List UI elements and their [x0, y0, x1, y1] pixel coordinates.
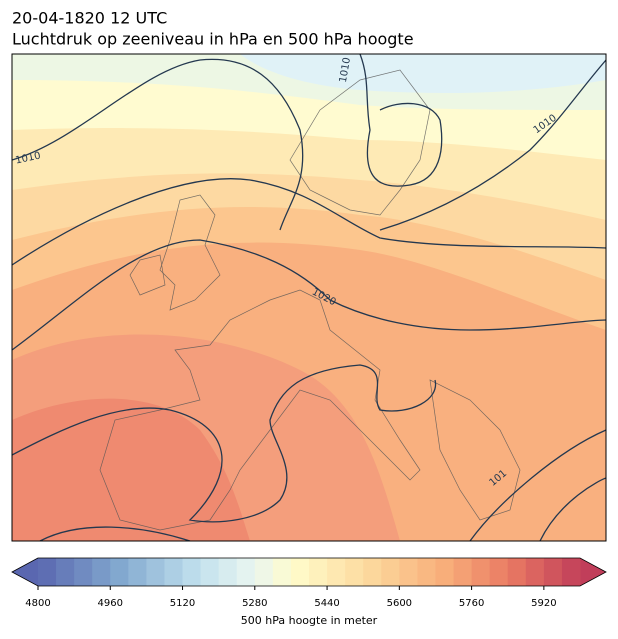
colorbar-segment [417, 558, 436, 586]
colorbar-tick-label: 5280 [242, 598, 267, 609]
colorbar-segment [363, 558, 382, 586]
colorbar-segment [218, 558, 238, 586]
colorbar-tick-label: 4960 [98, 598, 123, 609]
contour-label: 1010 [15, 150, 42, 166]
colorbar-segment [110, 558, 129, 586]
colorbar-segment [507, 558, 527, 586]
colorbar-segment [489, 558, 509, 586]
colorbar-frame [11, 557, 607, 587]
colorbar-tick-label: 5920 [531, 598, 556, 609]
colorbar-segment [453, 558, 473, 586]
colorbar-segment [309, 558, 328, 586]
colorbar-segment [164, 558, 184, 586]
colorbar-segment [38, 558, 57, 586]
colorbar-tick-label: 5120 [170, 598, 195, 609]
contour-label: 1010 [338, 57, 353, 84]
colorbar-segment [74, 558, 93, 586]
colorbar-tick-label: 5760 [459, 598, 484, 609]
colorbar-segment [525, 558, 545, 586]
map-frame [11, 53, 607, 542]
colorbar-segment [236, 558, 256, 586]
colorbar-segment [290, 558, 310, 586]
colorbar-label: 500 hPa hoogte in meter [241, 614, 378, 627]
colorbar-segment [254, 558, 274, 586]
colorbar-segment [327, 558, 346, 586]
colorbar-segment [471, 558, 491, 586]
colorbar-extend-high [580, 558, 606, 586]
subtitle: Luchtdruk op zeeniveau in hPa en 500 hPa… [12, 30, 414, 49]
colorbar-segment [345, 558, 364, 586]
title: 20-04-1820 12 UTC [12, 9, 167, 28]
colorbar-segment [200, 558, 220, 586]
colorbar-segment [543, 558, 563, 586]
colorbar-tick-label: 5440 [314, 598, 339, 609]
colorbar-segment [381, 558, 400, 586]
map [12, 54, 606, 541]
colorbar-segment [561, 558, 581, 586]
colorbar-segment [56, 558, 75, 586]
colorbar-segment [435, 558, 455, 586]
colorbar-segment [128, 558, 147, 586]
colorbar-segment [399, 558, 418, 586]
colorbar-segment [182, 558, 202, 586]
colorbar-segment [146, 558, 165, 586]
colorbar-tick-label: 5600 [387, 598, 412, 609]
colorbar-extend-low [12, 558, 38, 586]
colorbar-segment [272, 558, 292, 586]
colorbar-tick-label: 4800 [25, 598, 50, 609]
colorbar-segment [92, 558, 111, 586]
